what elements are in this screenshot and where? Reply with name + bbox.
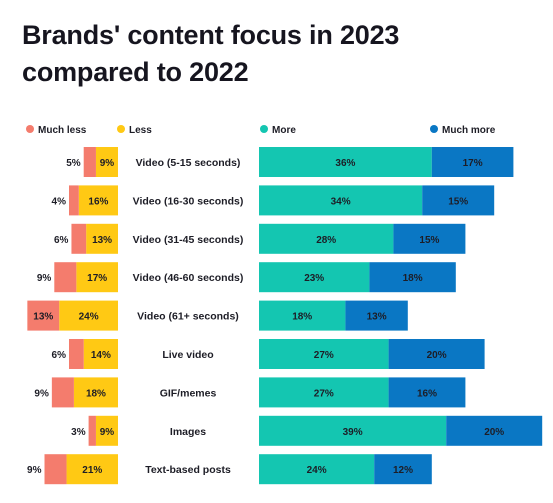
legend-label-2: More (272, 125, 296, 136)
category-label-1: Video (16-30 seconds) (133, 195, 244, 207)
value-label-less-3: 17% (87, 273, 107, 284)
category-label-5: Live video (162, 349, 213, 361)
value-label-much-less-0: 5% (66, 158, 81, 169)
legend-label-0: Much less (38, 125, 87, 136)
value-label-more-4: 18% (292, 312, 312, 323)
category-label-0: Video (5-15 seconds) (136, 157, 241, 169)
category-label-3: Video (46-60 seconds) (133, 272, 244, 284)
value-label-much-more-7: 20% (484, 427, 504, 438)
legend-swatch-0 (26, 125, 34, 133)
value-label-much-more-0: 17% (463, 158, 483, 169)
value-label-much-more-2: 15% (419, 235, 439, 246)
value-label-more-8: 24% (307, 465, 327, 476)
bar-less-1 (78, 185, 118, 216)
category-label-4: Video (61+ seconds) (137, 311, 239, 323)
bar-more-2 (259, 223, 394, 254)
bar-more-7 (259, 415, 447, 446)
bar-much-more-3 (369, 262, 456, 293)
category-label-7: Images (170, 426, 206, 438)
category-label-6: GIF/memes (160, 387, 217, 399)
value-label-more-6: 27% (314, 388, 334, 399)
value-label-more-0: 36% (335, 158, 355, 169)
bar-less-4 (59, 300, 118, 331)
value-label-much-less-6: 9% (34, 388, 49, 399)
bar-more-4 (259, 300, 346, 331)
bar-more-3 (259, 262, 370, 293)
legend-label-1: Less (129, 125, 152, 136)
value-label-less-7: 9% (100, 427, 115, 438)
value-label-less-2: 13% (92, 235, 112, 246)
value-label-more-2: 28% (316, 235, 336, 246)
bar-more-1 (259, 185, 423, 216)
bar-less-2 (86, 223, 118, 254)
bar-much-more-1 (422, 185, 495, 216)
bar-much-less-4 (27, 300, 60, 331)
value-label-much-more-6: 16% (417, 388, 437, 399)
bar-much-less-3 (54, 262, 77, 293)
value-label-more-5: 27% (314, 350, 334, 361)
value-label-much-less-1: 4% (52, 196, 67, 207)
bar-more-0 (259, 147, 432, 177)
bar-much-more-7 (446, 415, 543, 446)
value-label-much-less-5: 6% (52, 350, 67, 361)
bar-less-8 (66, 454, 118, 485)
bar-less-7 (95, 415, 118, 446)
value-label-less-5: 14% (91, 350, 111, 361)
bar-less-0 (95, 147, 118, 177)
bar-much-less-7 (88, 415, 96, 446)
value-label-less-0: 9% (100, 158, 115, 169)
bar-more-6 (259, 377, 389, 408)
value-label-much-more-3: 18% (403, 273, 423, 284)
bar-much-less-2 (71, 223, 87, 254)
value-label-much-less-4: 13% (33, 312, 53, 323)
category-label-8: Text-based posts (145, 464, 231, 476)
bar-much-more-0 (431, 147, 514, 177)
legend-label-3: Much more (442, 125, 496, 136)
bar-more-8 (259, 454, 375, 485)
value-label-much-more-4: 13% (367, 312, 387, 323)
bar-more-5 (259, 339, 389, 369)
bar-much-more-6 (388, 377, 466, 408)
value-label-less-6: 18% (86, 388, 106, 399)
legend-swatch-2 (260, 125, 268, 133)
bar-much-more-4 (345, 300, 408, 331)
value-label-much-less-8: 9% (27, 465, 42, 476)
value-label-more-3: 23% (304, 273, 324, 284)
legend-swatch-1 (117, 125, 125, 133)
bar-less-6 (73, 377, 118, 408)
chart-title-line-2: compared to 2022 (22, 57, 249, 87)
value-label-more-7: 39% (343, 427, 363, 438)
bar-much-less-1 (69, 185, 79, 216)
bar-much-less-8 (44, 454, 67, 485)
value-label-much-more-1: 15% (448, 196, 468, 207)
bar-less-3 (76, 262, 118, 293)
value-label-more-1: 34% (331, 196, 351, 207)
bar-less-5 (83, 339, 118, 369)
bar-much-more-8 (374, 454, 432, 485)
bar-much-more-2 (393, 223, 466, 254)
value-label-much-more-5: 20% (427, 350, 447, 361)
chart-title-line-1: Brands' content focus in 2023 (22, 20, 400, 50)
value-label-much-less-2: 6% (54, 235, 69, 246)
value-label-much-less-7: 3% (71, 427, 86, 438)
value-label-much-less-3: 9% (37, 273, 52, 284)
bar-much-more-5 (388, 339, 485, 369)
category-label-2: Video (31-45 seconds) (133, 234, 244, 246)
bar-much-less-0 (83, 147, 96, 177)
value-label-less-1: 16% (88, 196, 108, 207)
bar-much-less-5 (69, 339, 84, 369)
value-label-less-4: 24% (79, 312, 99, 323)
bar-much-less-6 (51, 377, 74, 408)
value-label-much-more-8: 12% (393, 465, 413, 476)
value-label-less-8: 21% (82, 465, 102, 476)
legend-swatch-3 (430, 125, 438, 133)
